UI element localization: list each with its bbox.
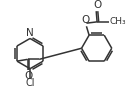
Text: O: O: [82, 15, 90, 25]
Text: N: N: [26, 28, 34, 38]
Text: Cl: Cl: [25, 78, 35, 88]
Text: O: O: [93, 0, 101, 10]
Text: CH₃: CH₃: [109, 17, 126, 26]
Text: O: O: [24, 71, 32, 81]
